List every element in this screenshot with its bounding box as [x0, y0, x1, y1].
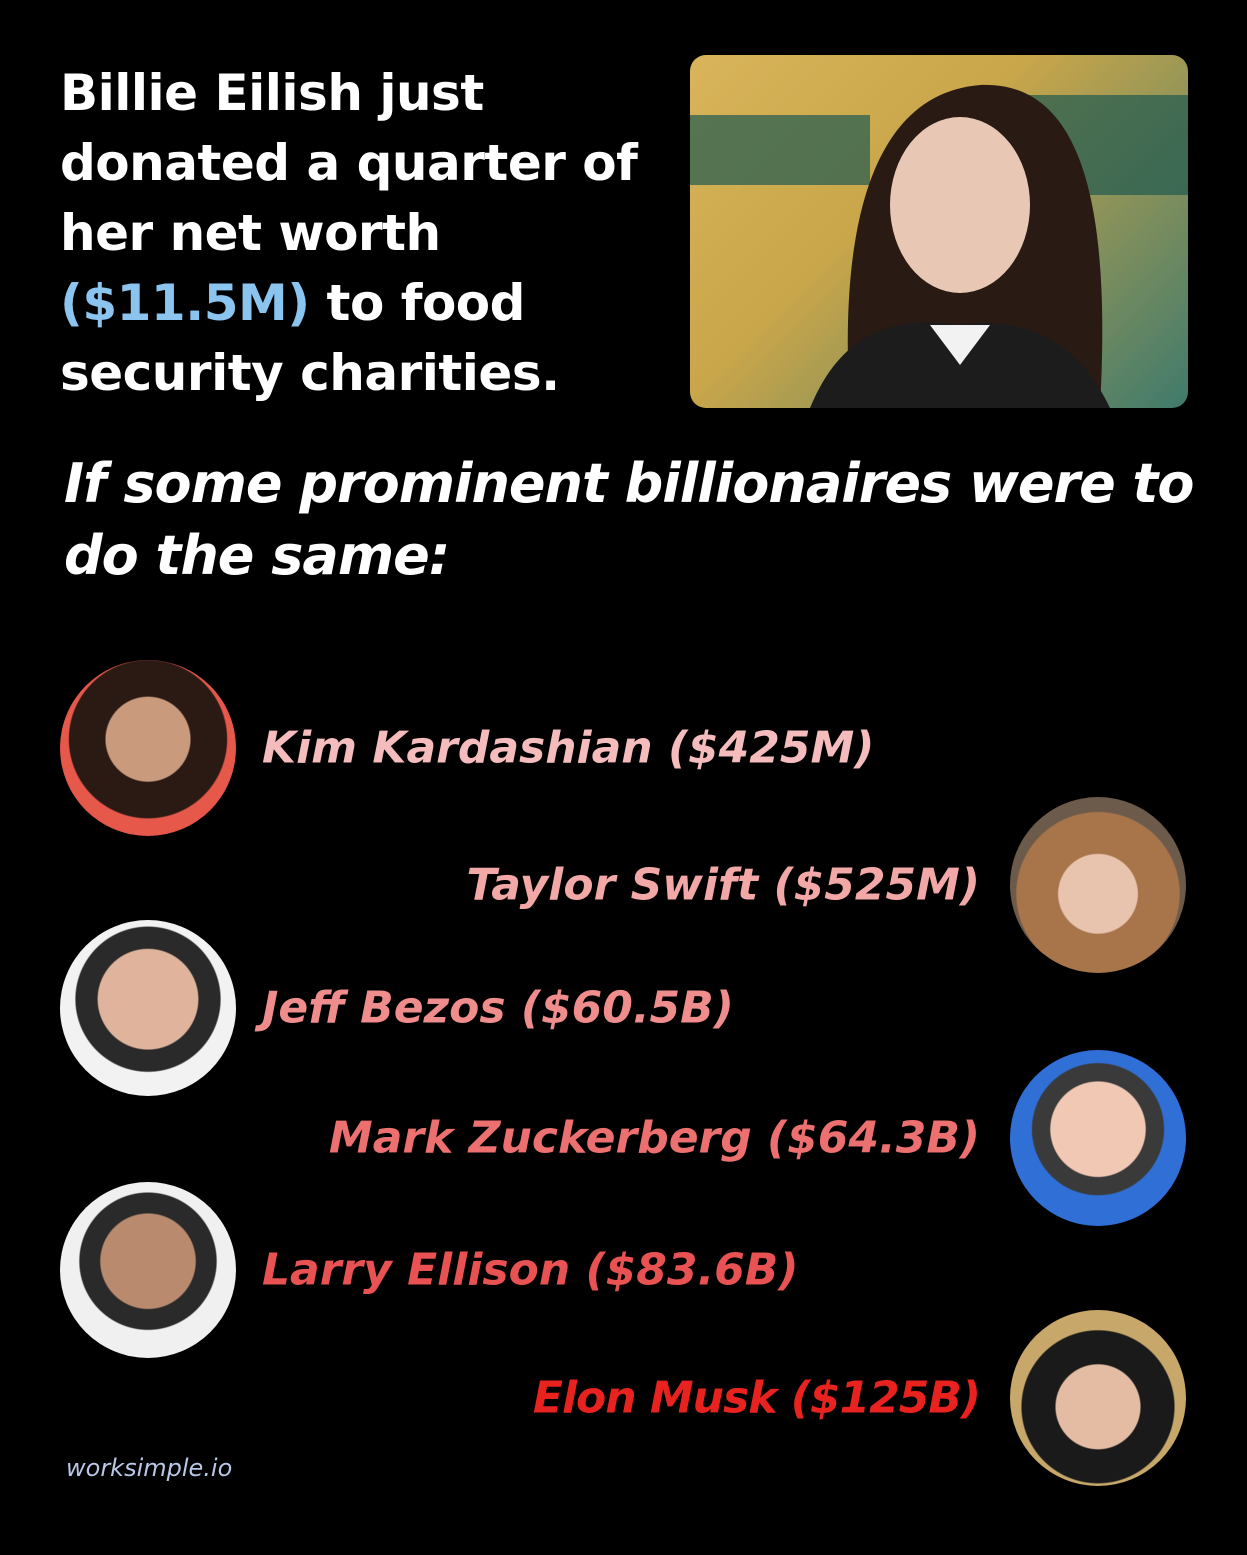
person-label: Larry Ellison ($83.6B) — [262, 1244, 799, 1296]
headline: Billie Eilish just donated a quarter of … — [60, 58, 680, 408]
avatar — [60, 920, 236, 1096]
person-label: Taylor Swift ($525M) — [466, 859, 980, 911]
avatar — [60, 660, 236, 836]
footer: worksimple.io — [66, 1454, 233, 1482]
person-label: Jeff Bezos ($60.5B) — [262, 982, 734, 1034]
person-label: Kim Kardashian ($425M) — [262, 722, 875, 774]
avatar — [1010, 1050, 1186, 1226]
headline-text: to food security charities. — [60, 274, 560, 402]
avatar — [60, 1182, 236, 1358]
avatar — [1010, 1310, 1186, 1486]
headline-highlight: ($11.5M) — [60, 274, 310, 332]
person-label: Mark Zuckerberg ($64.3B) — [328, 1112, 980, 1164]
photo-illustration — [690, 84, 1188, 408]
headline-text: Billie Eilish just donated a quarter of … — [60, 64, 638, 262]
person-label: Elon Musk ($125B) — [532, 1372, 981, 1424]
photo — [690, 55, 1188, 408]
avatar — [1010, 797, 1186, 973]
subheading: If some prominent billionaires were to d… — [64, 452, 1194, 587]
